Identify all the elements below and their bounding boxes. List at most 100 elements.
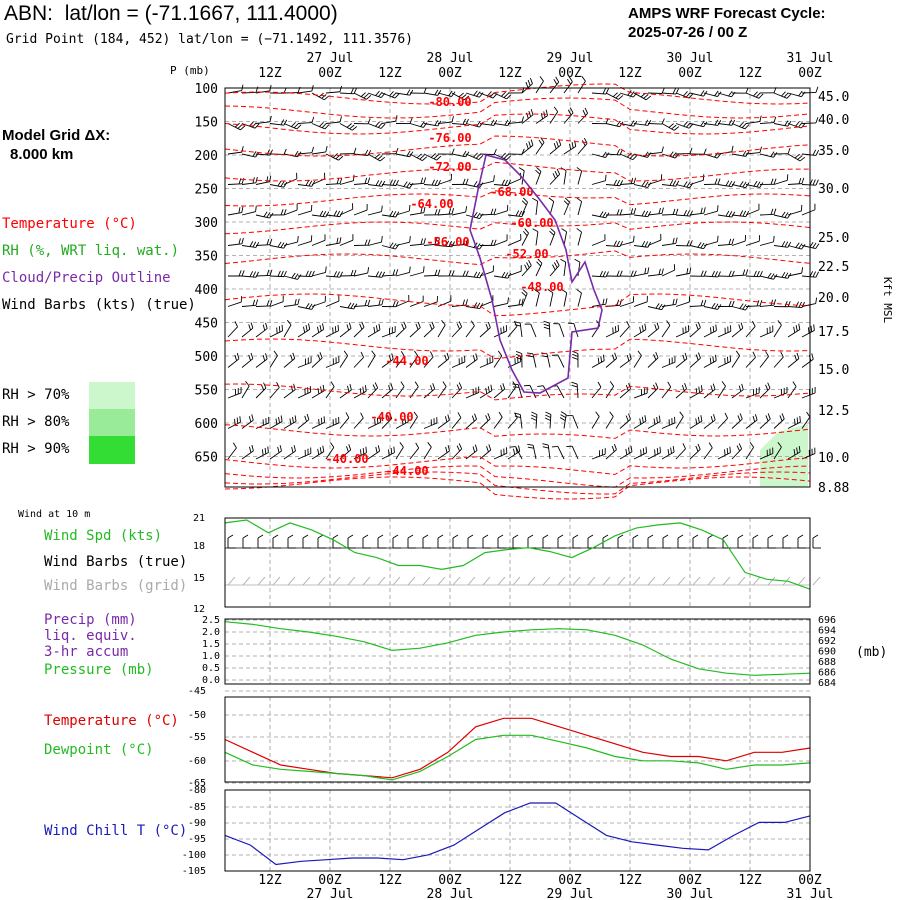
wind-barb-flag [616,179,621,186]
wind-barb-flag [249,446,252,453]
wind-barb-flag [643,94,649,99]
wind-barb-flag [571,381,578,385]
wind-barb-flag [433,154,439,160]
precip-y-tick: 1.5 [202,639,220,650]
wind-barb [381,92,396,99]
wind-barb-flag [350,303,355,309]
wind-barb [297,306,312,310]
grid-barb [497,576,506,586]
wind-barb [465,325,475,338]
p-tick-label: 350 [195,250,218,265]
wind-barb-flag [655,303,660,309]
wind-barb [647,179,662,185]
wind-barb-flag [530,417,537,421]
bottom-time-tick: 12Z [258,873,282,888]
wind-barb-flag [633,235,635,242]
wind-barb-flag [815,243,820,249]
wind-barb [689,92,704,97]
wind-barb-flag [567,78,571,85]
wind-barb [633,245,648,248]
wind-barb-flag [815,271,820,278]
wind-barb [311,151,326,155]
wind-barb [521,293,528,307]
wind-barb-flag [349,383,352,390]
wind-barb-flag [527,355,534,358]
wind-barb-flag [521,298,524,305]
wind-barb [731,327,744,338]
wind-barb-flag [241,206,244,213]
wind-barb [367,329,381,338]
legend-cloud: Cloud/Precip Outline [2,270,171,286]
wind-barb-flag [319,325,322,332]
wind-barb-flag [523,197,528,203]
wind-barb [269,330,283,338]
wind-barb-flag [787,147,791,154]
wind-barb-flag [462,150,467,157]
wind-barb [717,385,726,399]
wind-barb [437,121,452,124]
wind-barb-flag [547,289,554,294]
wind-barb-flag [241,270,245,277]
wind-barb [465,392,480,399]
wind-barb-flag [753,91,758,97]
wind-barb-flag [275,418,278,425]
wind-barb [325,214,340,218]
wind-barb-flag [423,266,425,273]
wind-barb-flag [280,270,284,277]
wind-barb-flag [552,264,556,271]
wind-barb [535,142,545,155]
wind-barb-flag [377,155,383,160]
wind-barb-flag [796,447,798,454]
wind-barb-flag [642,448,645,455]
grid-barb [812,576,821,586]
wind-barb-flag [269,300,273,307]
wind-barb-flag [653,384,657,391]
wind-barb-flag [644,415,647,422]
wind-barb [591,180,606,185]
wind-barb-flag [401,323,405,330]
wind-barb-flag [675,208,679,215]
wind-barb-flag [423,238,426,245]
wind-barb [619,358,632,368]
top-date-label: 30 Jul [667,51,714,66]
wind-barb-flag [531,414,537,418]
wind-barb [297,275,313,277]
wind-barb-flag [487,91,492,97]
wind-barb-flag [644,241,649,248]
wind-barb-flag [429,385,433,392]
wind-barb-flag [717,205,719,212]
wind-barb [759,241,774,246]
wind-barb-flag [277,241,282,248]
wind-barb [241,385,250,399]
wind-barb-flag [448,240,453,247]
wind-barb [605,358,617,368]
wind-barb [661,242,676,246]
pressure-unit-label: (mb) [856,645,887,660]
wind-barb-flag [267,446,269,453]
wind-barb-flag [742,269,746,276]
wind-barb-flag [281,324,284,331]
wind-barb-flag [431,321,435,328]
wind-barb [591,153,606,158]
wind-barb-flag [390,383,394,390]
wind-barb-flag [576,167,582,172]
wind-barb [381,388,394,399]
top-time-tick: 12Z [618,66,642,81]
wind-barb-flag [320,386,322,393]
wind-y-tick: 18 [193,541,205,552]
wind-barb-flag [655,382,659,389]
wind-barb-10m-flag [782,534,789,539]
wind-barb [787,306,802,308]
wind-barb-flag [780,351,784,358]
wind-barb [367,421,381,429]
wind-barb-flag [488,444,492,451]
wind-barb-flag [291,122,296,127]
wind-barb [563,201,570,216]
wind-barb-flag [444,354,447,361]
legend-wind-chill: Wind Chill T (°C) [44,823,188,839]
wind-barb [773,214,788,219]
wind-barb-10m-flag [707,534,714,539]
wind-barb-flag [611,445,615,452]
wind-barb-flag [456,323,461,330]
wind-barb-flag [633,177,637,184]
